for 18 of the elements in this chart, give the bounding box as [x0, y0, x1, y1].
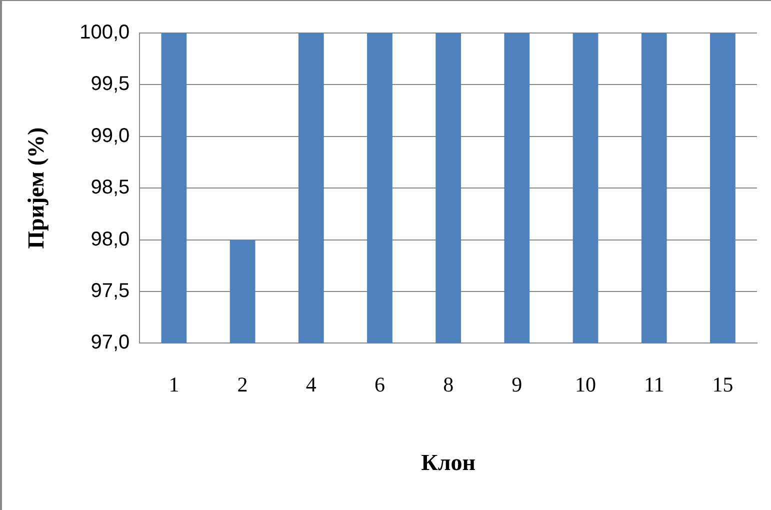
x-tick-label: 9	[512, 372, 522, 396]
y-tick-label: 98,5	[90, 176, 130, 199]
x-tick-label: 11	[644, 372, 664, 396]
y-axis-title: Пријем (%)	[24, 127, 49, 249]
x-tick-label: 10	[575, 372, 596, 396]
y-tick-label: 100,0	[80, 22, 130, 44]
x-tick-label: 2	[237, 372, 248, 396]
x-axis-title: Клон	[421, 450, 476, 476]
y-tick-label: 98,0	[90, 228, 130, 250]
y-tick-label: 99,0	[90, 124, 130, 147]
y-tick-label: 97,0	[90, 332, 130, 354]
y-tick-label: 99,5	[90, 73, 130, 96]
x-tick-label: 6	[374, 372, 385, 396]
x-tick-label: 8	[443, 372, 454, 396]
y-tick-label: 97,5	[90, 280, 130, 302]
x-tick-label: 4	[306, 372, 317, 396]
x-tick-label: 1	[168, 372, 180, 396]
x-tick-label: 15	[712, 372, 734, 396]
